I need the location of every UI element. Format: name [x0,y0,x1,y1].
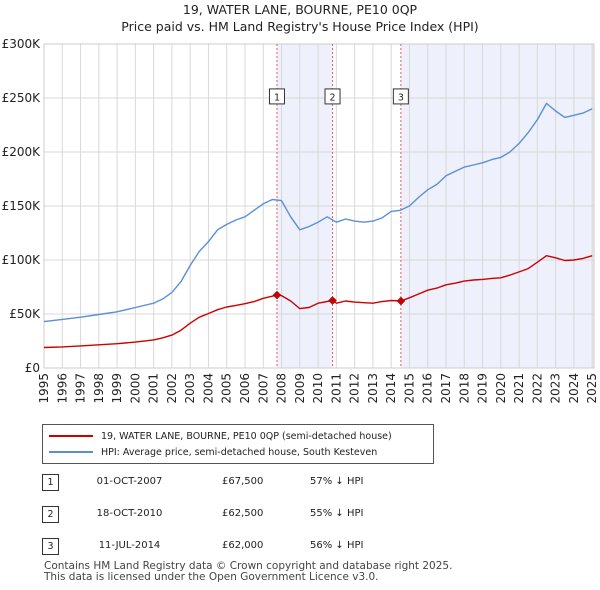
y-tick-label: £200K [2,145,42,159]
footer-licence: This data is licensed under the Open Gov… [44,571,379,583]
x-tick-label: 2017 [439,373,453,404]
sale-hpi-diff: 56% ↓ HPI [310,540,364,551]
legend-price-swatch [49,435,93,437]
y-tick-label: £0 [25,361,40,375]
x-tick-label: 2001 [147,373,161,404]
footer: Contains HM Land Registry data © Crown c… [44,561,452,583]
hpi-line [43,102,593,323]
y-tick-label: £250K [2,91,42,105]
x-tick-label: 2006 [238,373,252,404]
x-tick-label: 2010 [311,373,325,404]
legend: 19, WATER LANE, BOURNE, PE10 0QP (semi-d… [42,424,434,464]
legend-price-label: 19, WATER LANE, BOURNE, PE10 0QP (semi-d… [101,430,392,442]
legend-hpi-swatch [49,451,93,453]
sale-label-frame [324,88,341,105]
y-tick-label: £100K [2,253,42,267]
sale-number: 2 [42,506,59,523]
chart-subtitle: Price paid vs. HM Land Registry's House … [121,19,479,34]
table-row: 1 01-OCT-2007 £67,500 57% ↓ HPI [42,472,442,492]
x-tick-label: 1997 [74,373,88,404]
x-tick-label: 2015 [402,373,416,404]
x-tick-label: 2014 [384,373,398,404]
sale-label-frame [268,88,285,105]
sale-hpi-diff: 57% ↓ HPI [310,476,364,487]
price-chart: £0 £50K £100K £150K £200K £250K £300K 1995 1996 1… [2,37,600,404]
sale-point [396,296,406,306]
sale-price: £62,500 [222,508,264,519]
sale-price: £67,500 [222,476,264,487]
x-tick-label: 2021 [512,373,526,404]
y-tick-label: £50K [9,307,41,321]
sale-label-number: 3 [398,92,404,103]
x-tick-label: 2007 [256,373,270,404]
sale-label-number: 2 [329,92,335,103]
x-tick-label: 2019 [476,373,490,404]
sale-label-box: 3 [392,88,409,105]
x-tick-label: 2020 [494,373,508,404]
x-tick-label: 2005 [220,373,234,404]
plot-border [43,43,595,369]
legend-item-price: 19, WATER LANE, BOURNE, PE10 0QP (semi-d… [49,429,392,443]
x-tick-label: 2018 [457,373,471,404]
x-tick-label: 2002 [165,373,179,404]
legend-item-hpi: HPI: Average price, semi-detached house,… [49,445,377,459]
x-tick-label: 2016 [421,373,435,404]
sale-number: 3 [42,538,59,555]
x-tick-label: 2024 [567,373,581,404]
x-tick-label: 2025 [585,373,599,404]
x-tick-label: 2004 [201,373,215,404]
sale-label-frame [392,88,409,105]
chart-title: 19, WATER LANE, BOURNE, PE10 0QP [182,2,418,17]
x-tick-label: 2008 [275,373,289,404]
x-tick-label: 2023 [549,373,563,404]
sale-label-box: 2 [324,88,341,105]
x-tick-label: 1996 [55,373,69,404]
sale-hpi-diff: 55% ↓ HPI [310,508,364,519]
x-tick-label: 2012 [348,373,362,404]
x-tick-label: 2011 [329,373,343,404]
sale-date: 18-OCT-2010 [96,508,163,519]
y-tick-label: £150K [2,199,42,213]
x-tick-label: 1999 [110,373,124,404]
sale-label-box: 1 [268,88,285,105]
x-tick-label: 2009 [293,373,307,404]
x-tick-label: 2003 [183,373,197,404]
x-tick-label: 1998 [92,373,106,404]
sale-date: 11-JUL-2014 [98,540,161,551]
x-tick-label: 2013 [366,373,380,404]
table-row: 2 18-OCT-2010 £62,500 55% ↓ HPI [42,504,442,524]
price-paid-line [43,254,593,349]
footer-copyright: Contains HM Land Registry data © Crown c… [44,560,453,572]
sale-date: 01-OCT-2007 [96,476,163,487]
sale-price: £62,000 [222,540,264,551]
sale-number: 1 [42,474,59,491]
y-tick-label: £300K [2,37,42,51]
sale-point [328,296,337,305]
x-tick-label: 2022 [530,373,544,404]
legend-hpi-label: HPI: Average price, semi-detached house,… [101,446,378,458]
x-tick-label: 1995 [37,373,51,404]
sale-label-number: 1 [274,92,280,103]
table-row: 3 11-JUL-2014 £62,000 56% ↓ HPI [42,536,442,556]
sale-point [272,290,282,300]
x-tick-label: 2000 [128,373,142,404]
